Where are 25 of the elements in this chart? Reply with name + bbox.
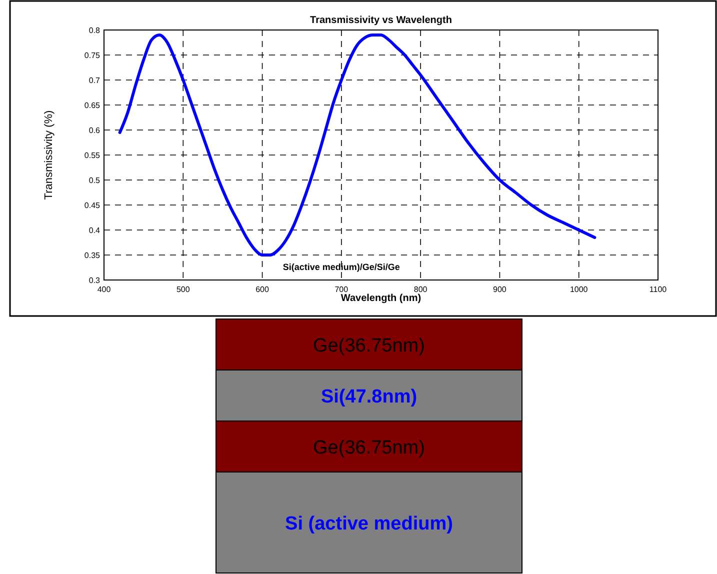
y-tick-label: 0.3 <box>88 276 101 285</box>
x-axis-title: Wavelength (nm) <box>340 293 422 304</box>
y-tick-label: 0.4 <box>88 226 101 235</box>
x-tick-label: 800 <box>414 285 428 294</box>
x-tick-label: 600 <box>256 285 270 294</box>
x-tick-label: 900 <box>493 285 507 294</box>
y-tick-label: 0.65 <box>84 101 101 110</box>
y-tick-label: 0.5 <box>88 176 101 185</box>
y-tick-label: 0.6 <box>88 126 101 135</box>
y-tick-label: 0.7 <box>88 76 101 85</box>
y-tick-label: 0.55 <box>84 151 101 160</box>
y-tick-label: 0.75 <box>84 51 101 60</box>
y-tick-label: 0.8 <box>88 26 101 35</box>
line-series <box>118 34 596 256</box>
x-tick-label: 500 <box>176 285 190 294</box>
x-tick-label: 1000 <box>570 285 588 294</box>
chart-title: Transmissivity vs Wavelength <box>310 15 452 26</box>
layer-stack: Ge(36.75nm) Si(47.8nm) Ge(36.75nm) Si (active medium) <box>216 318 522 574</box>
y-tick-label: 0.45 <box>84 201 101 210</box>
x-tick-label: 1100 <box>649 285 668 294</box>
x-tick-label: 400 <box>97 285 112 294</box>
annotation: Si(active medium)/Ge/Si/Ge <box>282 262 400 272</box>
y-tick-label: 0.35 <box>84 251 101 260</box>
x-tick-label: 700 <box>334 285 349 294</box>
y-axis-title: Transmissivity (%) <box>43 110 55 200</box>
